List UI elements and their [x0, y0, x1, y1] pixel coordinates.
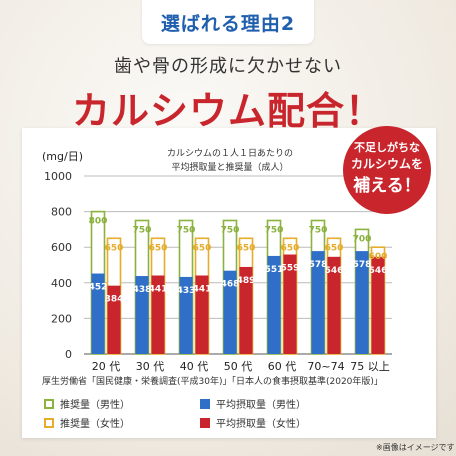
- legend-label-avg-male: 平均摂取量（男性）: [216, 400, 306, 411]
- label-avg-male: 578: [353, 260, 372, 270]
- bar-avg-female: [151, 275, 165, 354]
- label-avg-female: 441: [193, 285, 212, 295]
- label-rec-female: 650: [193, 243, 212, 253]
- bar-avg-female: [107, 285, 121, 354]
- y-tick-label: 1000: [44, 170, 72, 183]
- y-tick-label: 400: [51, 277, 72, 290]
- bar-avg-female: [283, 254, 297, 354]
- y-tick-label: 800: [51, 206, 72, 219]
- label-avg-male: 433: [177, 286, 196, 296]
- label-rec-male: 750: [309, 226, 328, 236]
- headline: カルシウム配合！: [71, 88, 384, 133]
- label-avg-female: 546: [369, 266, 388, 276]
- label-avg-male: 468: [221, 280, 240, 290]
- callout-line1: 不足しがちな: [354, 140, 420, 154]
- bar-avg-male: [355, 251, 369, 354]
- bar-avg-female: [195, 275, 209, 354]
- y-tick-label: 0: [65, 348, 72, 361]
- legend-swatch-avg-female: [200, 417, 210, 428]
- label-rec-male: 800: [89, 217, 108, 227]
- label-avg-female: 441: [149, 285, 168, 295]
- source-note: 厚生労働省「国民健康・栄養調査(平成30年)」「日本人の食事摂取基準(2020年…: [42, 377, 383, 387]
- label-avg-female: 559: [281, 263, 300, 273]
- bar-avg-female: [239, 266, 253, 354]
- callout-badge: 不足しがちな カルシウムを 補える！: [343, 126, 431, 214]
- category-label: 70~74: [307, 360, 344, 373]
- reason-tab: 選ばれる理由2: [142, 0, 314, 44]
- label-avg-male: 452: [89, 283, 108, 293]
- category-label: 50 代: [224, 360, 253, 373]
- y-axis-unit: (mg/日): [42, 150, 83, 163]
- label-rec-female: 600: [369, 252, 388, 262]
- legend-label-avg-female: 平均摂取量（女性）: [216, 419, 306, 430]
- callout-line3: 補える！: [352, 175, 421, 196]
- label-avg-female: 546: [325, 266, 344, 276]
- category-label: 40 代: [180, 360, 209, 373]
- y-tick-label: 200: [51, 312, 72, 325]
- label-rec-female: 650: [325, 243, 344, 253]
- category-label: 30 代: [136, 360, 165, 373]
- bar-avg-male: [179, 276, 193, 354]
- category-label: 75 以上: [350, 360, 390, 373]
- chart-title-line2: 平均摂取量と推奨量（成人）: [171, 161, 288, 173]
- label-rec-female: 650: [149, 243, 168, 253]
- bar-avg-male: [311, 251, 325, 354]
- callout-line2: カルシウムを: [351, 157, 423, 171]
- legend-swatch-rec-female: [44, 417, 54, 428]
- y-tick-label: 600: [51, 241, 72, 254]
- chart-title-line1: カルシウムの１人１日あたりの: [167, 148, 293, 159]
- label-rec-female: 650: [105, 243, 124, 253]
- label-avg-female: 384: [105, 295, 124, 305]
- label-rec-female: 650: [281, 243, 300, 253]
- legend-label-rec-female: 推奨量（女性）: [60, 419, 130, 430]
- label-avg-male: 438: [133, 285, 152, 295]
- label-avg-male: 578: [309, 260, 328, 270]
- legend-avg-female: 平均摂取量（女性）: [200, 415, 306, 430]
- bar-avg-female: [327, 256, 341, 354]
- image-note: ※画像はイメージです: [376, 443, 455, 452]
- bar-avg-male: [267, 255, 281, 354]
- label-rec-male: 750: [221, 226, 240, 236]
- legend-rec-female: 推奨量（女性）: [44, 415, 130, 430]
- label-rec-male: 750: [133, 226, 152, 236]
- bar-avg-male: [135, 276, 149, 354]
- label-rec-male: 750: [177, 226, 196, 236]
- category-label: 60 代: [268, 360, 297, 373]
- legend-rec-male: 推奨量（男性）: [44, 396, 130, 411]
- bar-avg-male: [223, 270, 237, 354]
- subtitle: 歯や骨の形成に欠かせない: [114, 56, 342, 77]
- legend-swatch-avg-male: [200, 398, 210, 409]
- category-label: 20 代: [92, 360, 121, 373]
- legend-avg-male: 平均摂取量（男性）: [200, 396, 306, 411]
- label-avg-female: 489: [237, 276, 256, 286]
- legend-label-rec-male: 推奨量（男性）: [60, 400, 130, 411]
- label-rec-female: 650: [237, 243, 256, 253]
- label-avg-male: 551: [265, 265, 284, 275]
- bar-avg-male: [91, 273, 105, 354]
- legend-swatch-rec-male: [44, 398, 54, 409]
- bar-avg-female: [371, 256, 385, 354]
- label-rec-male: 700: [353, 234, 372, 244]
- label-rec-male: 750: [265, 226, 284, 236]
